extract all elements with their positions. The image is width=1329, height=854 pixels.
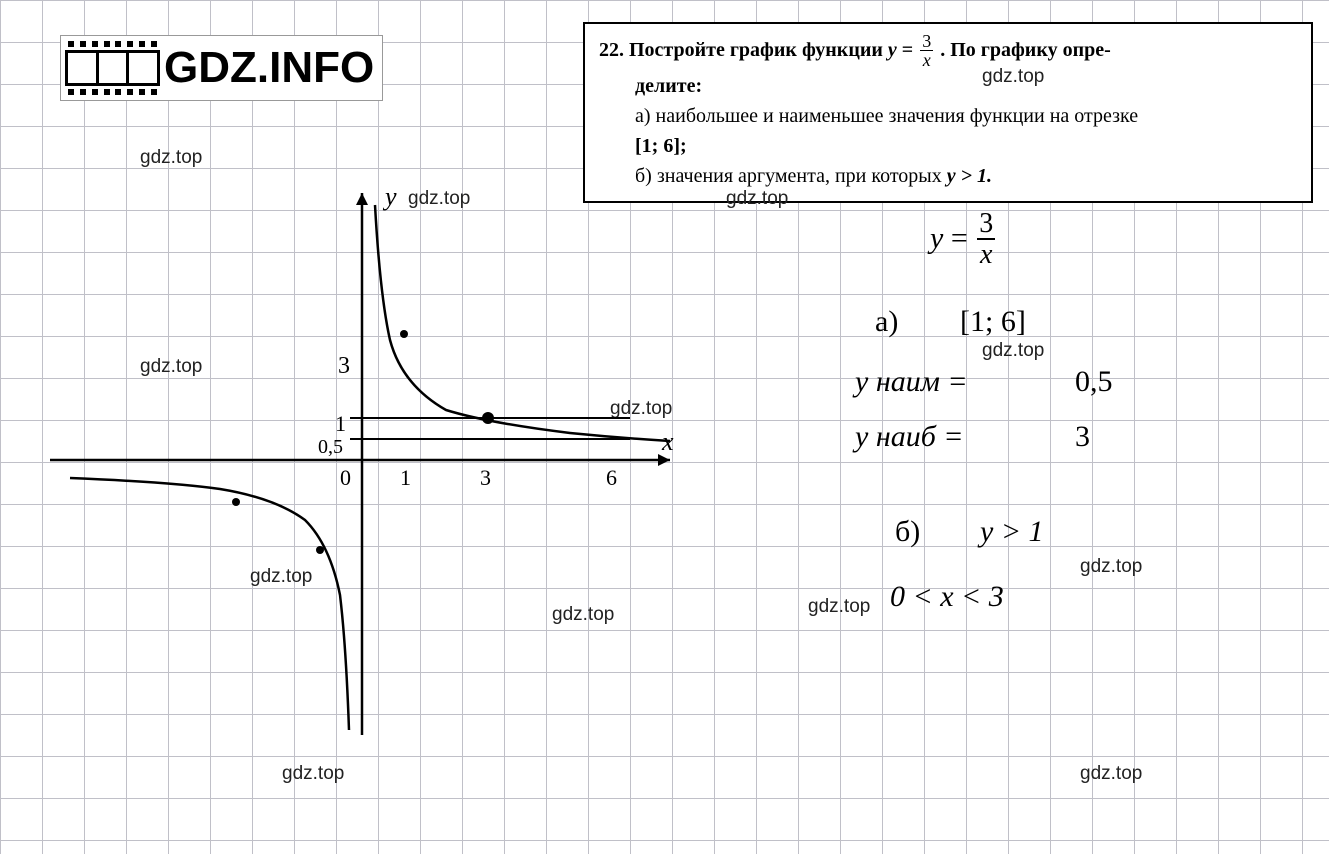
- problem-part-a: а) наибольшее и наименьшее значения функ…: [635, 105, 1138, 127]
- svg-text:0: 0: [340, 465, 351, 490]
- logo-box: GDZ.INFO: [60, 35, 383, 101]
- hw-ymax-label: y наиб =: [855, 420, 964, 454]
- frac-denominator: x: [920, 51, 933, 71]
- func-var: y: [888, 39, 897, 61]
- svg-text:3: 3: [338, 353, 350, 379]
- svg-text:x: x: [661, 427, 674, 456]
- svg-text:1: 1: [400, 465, 411, 490]
- hw-ymin-val: 0,5: [1075, 365, 1113, 399]
- problem-text-2: делите:: [599, 71, 1297, 101]
- svg-text:1: 1: [335, 411, 346, 436]
- hw-part-a-label: a): [875, 305, 898, 339]
- hw-ymin-label: y наим =: [855, 365, 968, 399]
- hw-ymax-val: 3: [1075, 420, 1090, 454]
- hw-part-a-interval: [1; 6]: [960, 305, 1026, 339]
- problem-number: 22.: [599, 39, 624, 61]
- svg-text:0,5: 0,5: [318, 436, 343, 458]
- problem-interval: [1; 6];: [635, 135, 687, 157]
- frac-numerator: 3: [920, 32, 933, 51]
- hw-part-b-answer: 0 < x < 3: [890, 580, 1004, 614]
- svg-text:y: y: [382, 182, 397, 211]
- hw-part-b-label: б): [895, 515, 920, 549]
- problem-text-1a: Постройте график функции: [629, 39, 883, 61]
- svg-text:6: 6: [606, 465, 617, 490]
- problem-text-1b: . По графику опре-: [940, 39, 1111, 61]
- film-icon: [65, 38, 160, 98]
- graph-plot: y x 0 1 3 6 3 1 0,5: [50, 175, 730, 755]
- fraction: 3 x: [920, 32, 933, 71]
- logo-text: GDZ.INFO: [164, 43, 374, 93]
- svg-text:3: 3: [480, 465, 491, 490]
- hw-part-b-cond: y > 1: [980, 515, 1044, 549]
- problem-part-b-cond: y > 1.: [947, 165, 992, 187]
- hw-equation: y = 3 x: [930, 210, 997, 271]
